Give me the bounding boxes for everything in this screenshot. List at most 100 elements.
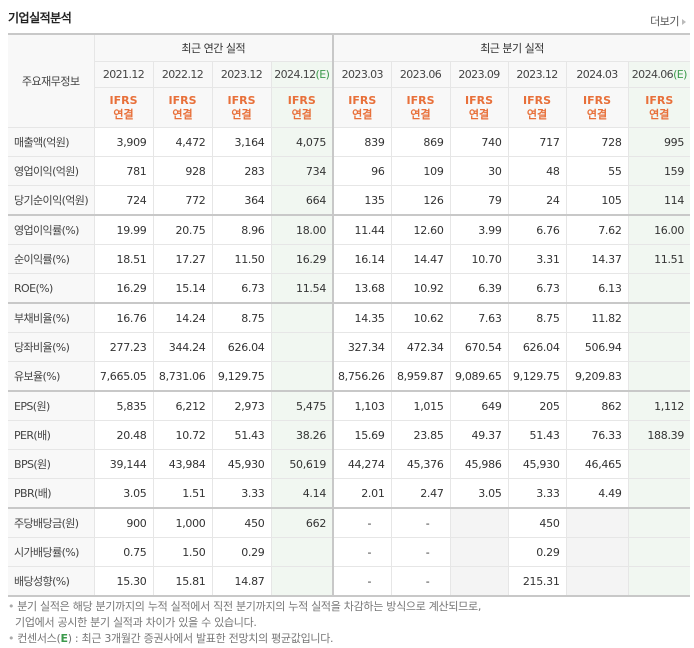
table-row: ROE(%) 16.29 15.14 6.73 11.54 13.68 10.92 6.39 6… — [8, 273, 691, 304]
value-cell: 2.01 — [332, 478, 392, 509]
value-cell: 8.75 — [211, 302, 272, 333]
row-label: 부채비율(%) — [8, 302, 95, 333]
value-cell: 14.35 — [332, 302, 392, 333]
basis-header: IFRS 연결 — [390, 87, 451, 128]
value-cell: 8.96 — [211, 214, 272, 245]
value-cell — [627, 478, 691, 509]
value-cell: 15.69 — [332, 420, 392, 450]
value-cell — [270, 566, 334, 597]
table-row: 유보율(%) 7,665.05 8,731.06 9,129.75 8,756.26 8,… — [8, 361, 691, 392]
value-cell: 7.62 — [565, 214, 629, 245]
value-cell: 7.63 — [449, 302, 509, 333]
bullet-icon: • — [8, 600, 15, 613]
value-cell: 5,835 — [93, 390, 154, 421]
value-cell: 11.50 — [211, 244, 272, 274]
value-cell: 12.60 — [390, 214, 451, 245]
value-cell: 51.43 — [507, 420, 567, 450]
value-cell: 6.76 — [507, 214, 567, 245]
value-cell: 740 — [449, 127, 509, 157]
period-header: 2021.12 — [93, 61, 154, 88]
value-cell: 14.37 — [565, 244, 629, 274]
row-label: PBR(배) — [8, 478, 95, 509]
quarterly-group-header: 최근 분기 실적 — [332, 33, 691, 62]
table-row: 부채비율(%) 16.76 14.24 8.75 14.35 10.62 7.63 8.75 1… — [8, 302, 691, 333]
value-cell: - — [390, 566, 451, 597]
value-cell: 16.76 — [93, 302, 154, 333]
value-cell: 626.04 — [507, 332, 567, 362]
value-cell: 327.34 — [332, 332, 392, 362]
value-cell: 670.54 — [449, 332, 509, 362]
value-cell: 50,619 — [270, 449, 334, 479]
value-cell: 76.33 — [565, 420, 629, 450]
value-cell: 0.29 — [211, 537, 272, 567]
value-cell — [627, 361, 691, 392]
value-cell: 51.43 — [211, 420, 272, 450]
more-link[interactable]: 더보기 — [650, 13, 686, 29]
value-cell: 472.34 — [390, 332, 451, 362]
value-cell: 23.85 — [390, 420, 451, 450]
value-cell: - — [390, 507, 451, 538]
value-cell: 283 — [211, 156, 272, 186]
value-cell: 14.24 — [152, 302, 213, 333]
value-cell: 135 — [332, 185, 392, 216]
value-cell: 649 — [449, 390, 509, 421]
basis-header: IFRS 연결 — [332, 87, 392, 128]
arrow-right-icon — [682, 19, 686, 25]
value-cell: 55 — [565, 156, 629, 186]
value-cell: 3,164 — [211, 127, 272, 157]
value-cell: 862 — [565, 390, 629, 421]
value-cell: 839 — [332, 127, 392, 157]
row-label: 영업이익(억원) — [8, 156, 95, 186]
table-row: 영업이익(억원) 781 928 283 734 96 109 30 48 55 159 — [8, 156, 691, 186]
value-cell — [627, 302, 691, 333]
value-cell: 16.14 — [332, 244, 392, 274]
value-cell: 6,212 — [152, 390, 213, 421]
value-cell: 24 — [507, 185, 567, 216]
value-cell: 344.24 — [152, 332, 213, 362]
value-cell: 45,930 — [507, 449, 567, 479]
table-row: 매출액(억원) 3,909 4,472 3,164 4,075 839 869 740 717 7… — [8, 127, 691, 157]
footnotes: • 분기 실적은 해당 분기까지의 누적 실적에서 직전 분기까지의 누적 실적을… — [8, 599, 481, 647]
period-header: 2022.12 — [152, 61, 213, 88]
value-cell: 44,274 — [332, 449, 392, 479]
value-cell — [565, 507, 629, 538]
value-cell: 1,103 — [332, 390, 392, 421]
value-cell: 46,465 — [565, 449, 629, 479]
value-cell: 662 — [270, 507, 334, 538]
value-cell — [449, 507, 509, 538]
value-cell — [565, 537, 629, 567]
value-cell: - — [390, 537, 451, 567]
value-cell: 45,986 — [449, 449, 509, 479]
value-cell: 16.29 — [270, 244, 334, 274]
section-title: 기업실적분석 — [8, 11, 72, 25]
value-cell: 105 — [565, 185, 629, 216]
note-quarterly: • 분기 실적은 해당 분기까지의 누적 실적에서 직전 분기까지의 누적 실적을… — [8, 600, 482, 613]
value-cell: 15.81 — [152, 566, 213, 597]
value-cell: 7,665.05 — [93, 361, 154, 392]
value-cell: 724 — [93, 185, 154, 216]
value-cell: 4,472 — [152, 127, 213, 157]
table-row: 영업이익률(%) 19.99 20.75 8.96 18.00 11.44 12.60 3.9… — [8, 214, 691, 245]
value-cell: 39,144 — [93, 449, 154, 479]
basis-header: IFRS 연결 — [507, 87, 567, 128]
period-header: 2024.03 — [565, 61, 629, 88]
value-cell: - — [332, 566, 392, 597]
value-cell — [270, 332, 334, 362]
value-cell: 4.14 — [270, 478, 334, 509]
value-cell: 14.87 — [211, 566, 272, 597]
value-cell: 49.37 — [449, 420, 509, 450]
table-row: 배당성향(%) 15.30 15.81 14.87 - - 215.31 — [8, 566, 691, 597]
value-cell: 0.29 — [507, 537, 567, 567]
value-cell: 45,376 — [390, 449, 451, 479]
estimate-badge: (E) — [315, 68, 330, 81]
row-label: PER(배) — [8, 420, 95, 450]
basis-header: IFRS 연결 — [627, 87, 691, 128]
value-cell: 126 — [390, 185, 451, 216]
value-cell: 8,959.87 — [390, 361, 451, 392]
value-cell: 11.54 — [270, 273, 334, 304]
value-cell: 109 — [390, 156, 451, 186]
value-cell: 16.00 — [627, 214, 691, 245]
value-cell: 3.05 — [449, 478, 509, 509]
value-cell: 215.31 — [507, 566, 567, 597]
table-row: EPS(원) 5,835 6,212 2,973 5,475 1,103 1,015 649 2… — [8, 390, 691, 421]
